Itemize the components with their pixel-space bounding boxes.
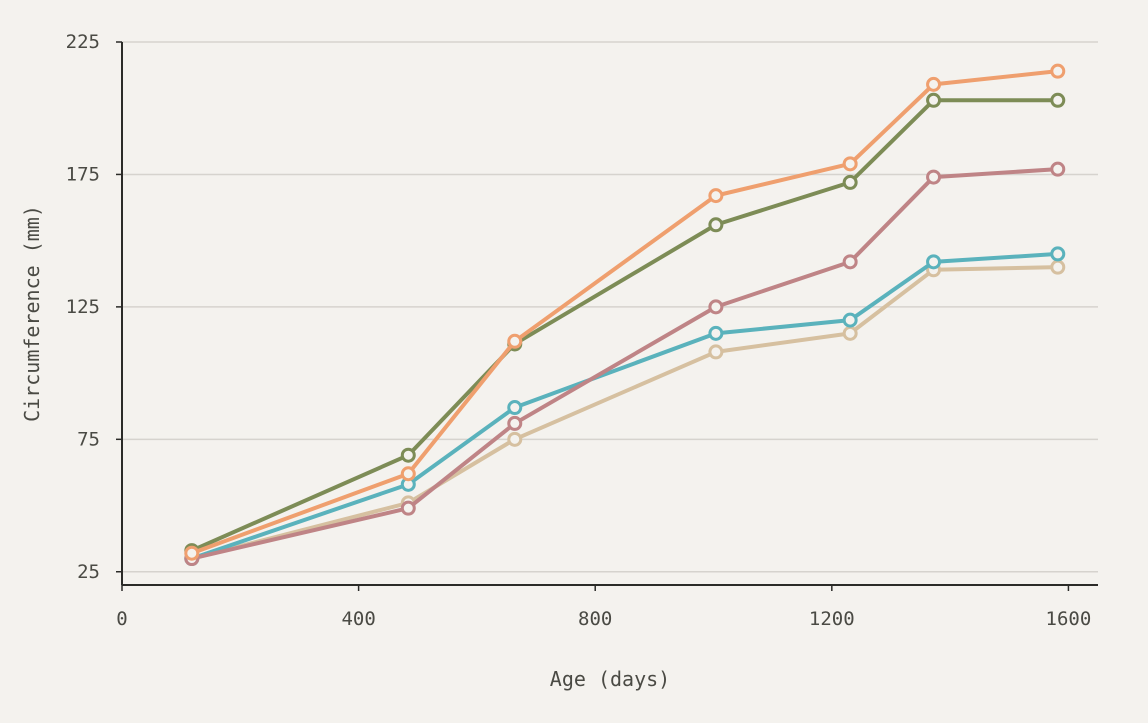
data-point xyxy=(400,447,416,463)
x-axis-title: Age (days) xyxy=(550,667,670,691)
data-point xyxy=(708,325,724,341)
data-point xyxy=(507,415,523,431)
y-tick-label: 175 xyxy=(66,163,100,185)
y-axis-title: Circumference (mm) xyxy=(20,205,44,422)
data-point xyxy=(842,325,858,341)
series xyxy=(184,63,1066,561)
x-tick-label: 800 xyxy=(578,608,612,630)
data-point xyxy=(842,312,858,328)
axes xyxy=(121,42,1098,586)
data-point xyxy=(507,333,523,349)
x-tick-label: 1200 xyxy=(809,608,855,630)
series-lines xyxy=(184,63,1066,567)
data-point xyxy=(400,500,416,516)
data-point xyxy=(926,76,942,92)
x-tick-label: 0 xyxy=(116,608,127,630)
data-point xyxy=(1050,161,1066,177)
series-line xyxy=(189,251,1060,561)
data-point xyxy=(926,254,942,270)
series xyxy=(184,246,1066,567)
x-tick-label: 400 xyxy=(341,608,375,630)
data-point xyxy=(708,217,724,233)
data-point xyxy=(708,344,724,360)
grid xyxy=(122,41,1098,573)
data-point xyxy=(926,92,942,108)
data-point xyxy=(842,156,858,172)
data-point xyxy=(507,431,523,447)
series-line xyxy=(189,69,1060,556)
data-point xyxy=(926,169,942,185)
y-tick-label: 125 xyxy=(66,296,100,318)
series-line xyxy=(189,167,1060,561)
data-point xyxy=(842,174,858,190)
data-point xyxy=(400,466,416,482)
data-point xyxy=(507,400,523,416)
tick-labels: 25 75 125 175 225 0 400 800 1200 1600 xyxy=(66,31,1092,630)
x-tick-label: 1600 xyxy=(1046,608,1092,630)
data-point xyxy=(1050,259,1066,275)
data-point xyxy=(842,254,858,270)
data-point xyxy=(708,299,724,315)
series xyxy=(184,161,1066,567)
series xyxy=(184,92,1066,559)
series-line xyxy=(189,98,1060,553)
data-point xyxy=(1050,246,1066,262)
data-point xyxy=(708,188,724,204)
data-point xyxy=(184,545,200,561)
data-point xyxy=(1050,92,1066,108)
y-tick-label: 225 xyxy=(66,31,100,53)
y-tick-label: 25 xyxy=(77,561,100,583)
data-point xyxy=(1050,63,1066,79)
y-tick-label: 75 xyxy=(77,428,100,450)
